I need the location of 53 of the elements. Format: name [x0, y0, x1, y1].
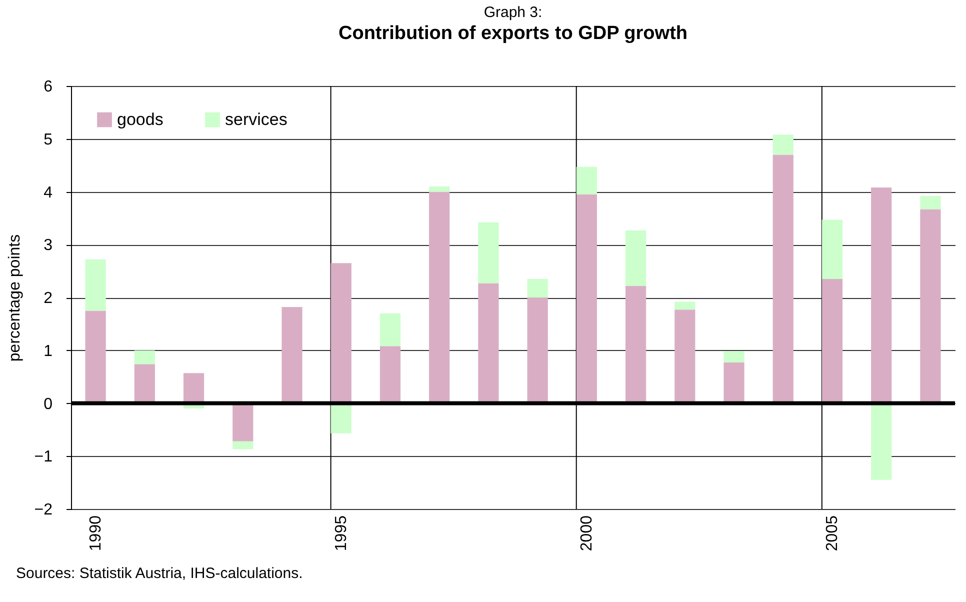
source-note: Sources: Statistik Austria, IHS-calculations. — [16, 565, 304, 582]
bar — [134, 364, 155, 404]
legend-label: goods — [117, 110, 164, 129]
bar — [429, 192, 450, 404]
bar — [232, 441, 254, 450]
bar — [871, 188, 892, 404]
y-tick-label: 5 — [44, 131, 53, 148]
y-tick-label: 2 — [44, 290, 53, 307]
bar — [920, 196, 941, 210]
bar — [625, 230, 646, 286]
bar — [478, 283, 499, 404]
bar — [920, 209, 941, 404]
bar — [85, 310, 106, 404]
x-tick-label: 1995 — [333, 515, 350, 552]
y-tick-label: −1 — [34, 448, 53, 466]
bar — [527, 298, 548, 404]
bar — [724, 351, 744, 363]
bar — [330, 263, 352, 404]
x-tick-label: 2005 — [824, 515, 842, 552]
bar — [183, 373, 204, 404]
y-tick-label: −2 — [34, 502, 53, 518]
x-tick-label: 1990 — [88, 515, 105, 552]
bar — [822, 278, 843, 404]
bar — [134, 350, 155, 364]
y-tick-label: 1 — [44, 342, 53, 360]
y-tick-label: 3 — [44, 237, 53, 254]
y-tick-label: 0 — [44, 396, 53, 413]
bar — [772, 154, 794, 404]
y-tick-label: 6 — [44, 78, 53, 96]
x-tick-label: 2000 — [578, 515, 596, 552]
bar — [330, 403, 352, 434]
bar — [527, 278, 548, 298]
bar — [380, 346, 401, 404]
bar — [429, 186, 450, 192]
bar — [576, 166, 597, 194]
chart-title: Contribution of exports to GDP growth — [338, 23, 688, 44]
bar — [724, 362, 744, 404]
legend-label: services — [225, 110, 288, 129]
chart-subtitle: Graph 3: — [484, 4, 542, 21]
bar — [871, 403, 892, 480]
y-axis-title: percentage points — [6, 234, 24, 362]
bar — [380, 313, 401, 346]
bar — [576, 194, 597, 404]
bar — [674, 310, 696, 404]
bar — [625, 286, 646, 404]
bar — [674, 302, 696, 310]
y-tick-label: 4 — [44, 184, 53, 202]
bar — [85, 259, 106, 311]
bar — [282, 307, 302, 404]
bar — [232, 403, 254, 442]
bar — [772, 134, 794, 155]
bar — [822, 220, 843, 279]
bar — [478, 222, 499, 284]
